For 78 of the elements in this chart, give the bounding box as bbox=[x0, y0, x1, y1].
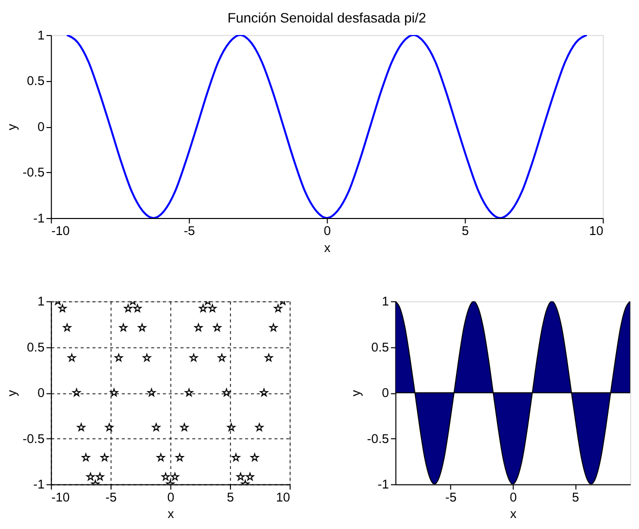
point bbox=[274, 304, 282, 312]
x-tick-label: -5 bbox=[105, 489, 117, 504]
x-axis-title: x bbox=[324, 240, 332, 255]
point bbox=[119, 323, 128, 332]
chart-title: Función Senoidal desfasada pi/2 bbox=[228, 10, 426, 26]
y-tick-label: 0.5 bbox=[26, 339, 45, 354]
point bbox=[96, 472, 104, 480]
point bbox=[180, 423, 188, 432]
y-tick-label: -0.5 bbox=[22, 164, 45, 180]
y-tick-label: -0.5 bbox=[367, 430, 389, 446]
x-tick-label: -10 bbox=[51, 489, 70, 504]
point bbox=[105, 423, 114, 432]
point bbox=[236, 472, 245, 480]
point bbox=[176, 453, 184, 462]
point bbox=[58, 304, 67, 312]
x-tick-label: 5 bbox=[572, 489, 580, 504]
y-tick-label: 0.5 bbox=[371, 339, 389, 354]
x-tick-label: 0 bbox=[324, 223, 331, 238]
point bbox=[184, 388, 194, 396]
x-tick-label: 0 bbox=[167, 489, 174, 504]
point bbox=[110, 388, 118, 396]
point bbox=[232, 453, 240, 462]
point bbox=[133, 304, 142, 312]
y-tick-label: -1 bbox=[378, 476, 389, 492]
point bbox=[100, 453, 109, 462]
x-tick-label: -5 bbox=[445, 489, 457, 504]
y-tick-label: 0 bbox=[37, 118, 45, 134]
y-axis-title: y bbox=[348, 389, 364, 396]
point bbox=[86, 472, 95, 480]
point bbox=[162, 472, 170, 480]
point bbox=[138, 323, 146, 332]
point bbox=[156, 453, 165, 462]
y-tick-label: 1 bbox=[37, 294, 45, 309]
point bbox=[170, 472, 180, 480]
point bbox=[264, 354, 273, 362]
y-tick-label: 0.5 bbox=[26, 73, 45, 88]
y-tick-label: 1 bbox=[37, 27, 45, 42]
x-tick-label: 10 bbox=[589, 223, 604, 238]
x-tick-label: 5 bbox=[462, 223, 469, 238]
y-tick-label: 0 bbox=[382, 385, 389, 400]
point bbox=[124, 304, 132, 312]
point bbox=[260, 388, 268, 396]
x-tick-label: -5 bbox=[184, 223, 196, 238]
x-axis-title: x bbox=[168, 506, 175, 521]
point bbox=[63, 323, 72, 332]
x-axis-title: x bbox=[510, 506, 518, 521]
y-tick-label: 0 bbox=[37, 385, 45, 400]
point bbox=[269, 323, 278, 332]
point bbox=[72, 388, 81, 396]
point bbox=[190, 354, 198, 362]
point bbox=[222, 388, 231, 396]
point bbox=[142, 354, 151, 362]
y-axis-title: y bbox=[4, 389, 19, 396]
point bbox=[227, 423, 236, 432]
point bbox=[194, 323, 203, 332]
point bbox=[246, 472, 254, 480]
y-tick-label: -1 bbox=[33, 476, 45, 492]
y-tick-label: 1 bbox=[382, 294, 389, 309]
x-tick-label: 5 bbox=[226, 489, 234, 504]
point bbox=[147, 388, 156, 396]
line-series bbox=[66, 35, 588, 218]
y-tick-label: -1 bbox=[33, 210, 45, 226]
point bbox=[82, 453, 90, 462]
point bbox=[152, 423, 160, 432]
point bbox=[250, 453, 259, 462]
x-tick-label: -10 bbox=[51, 223, 70, 238]
point bbox=[77, 423, 86, 432]
point bbox=[255, 423, 264, 432]
point bbox=[218, 354, 226, 362]
point bbox=[213, 323, 222, 332]
x-tick-label: 10 bbox=[276, 489, 290, 504]
y-axis-title: y bbox=[4, 123, 19, 130]
y-tick-label: -0.5 bbox=[22, 430, 45, 446]
point bbox=[199, 304, 208, 312]
x-tick-label: 0 bbox=[510, 489, 517, 504]
point bbox=[208, 304, 217, 312]
point bbox=[114, 354, 123, 362]
point bbox=[68, 354, 76, 362]
